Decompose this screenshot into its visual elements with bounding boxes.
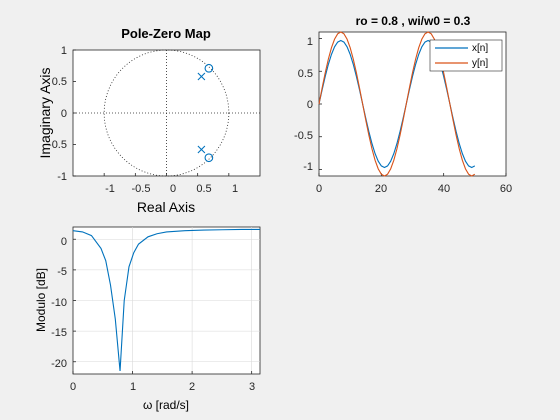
ts-title: ro = 0.8 , wi/w0 = 0.3 <box>356 14 471 28</box>
legend-label-x: x[n] <box>472 43 488 54</box>
pz-x-tick-label: 0 <box>170 183 176 195</box>
ts-y-tick-label: 1 <box>307 36 313 48</box>
mag-y-tick-label: -10 <box>51 297 67 309</box>
pz-x-tick-label: -0.5 <box>132 183 151 195</box>
ts-legend: x[n] y[n] <box>430 40 502 71</box>
pz-y-tick-label: -1 <box>57 171 67 183</box>
mag-x-tick-label: 1 <box>130 381 136 393</box>
mag-y-tick-label: 0 <box>61 236 67 248</box>
mag-y-tick-label: -20 <box>51 358 67 370</box>
mag-ylabel: Modulo [dB] <box>34 268 48 332</box>
mag-x-tick-label: 3 <box>249 381 255 393</box>
pz-x-tick-label: 0.5 <box>196 183 211 195</box>
ts-y-tick-label: -0.5 <box>294 130 313 142</box>
time-signal-subplot: ro = 0.8 , wi/w0 = 0.3 0 20 40 60 1 0.5 … <box>294 14 512 195</box>
ts-y-tick-label: -1 <box>303 161 313 173</box>
pz-xlabel: Real Axis <box>137 199 195 215</box>
legend-box <box>430 40 502 71</box>
mag-y-tick-label: -5 <box>57 266 67 278</box>
mag-x-tick-label: 2 <box>189 381 195 393</box>
pz-y-tick-label: 0.5 <box>52 76 67 88</box>
ts-x-tick-label: 20 <box>375 183 387 195</box>
mag-x-tick-label: 0 <box>70 381 76 393</box>
ts-y-tick-label: 0 <box>307 99 313 111</box>
ts-x-tick-label: 0 <box>316 183 322 195</box>
ts-y-tick-label: 0.5 <box>298 68 313 80</box>
pz-y-tick-label: 1 <box>61 45 67 57</box>
pz-x-tick-label: 1 <box>232 183 238 195</box>
pz-title: Pole-Zero Map <box>121 26 211 41</box>
mag-y-tick-label: -15 <box>51 327 67 339</box>
pz-y-tick-label: 0 <box>61 108 67 120</box>
pz-x-tick-label: -1 <box>105 183 115 195</box>
mag-xlabel: ω [rad/s] <box>143 398 189 412</box>
pz-y-tick-label: -0.5 <box>48 139 67 151</box>
ts-x-tick-label: 60 <box>500 183 512 195</box>
legend-label-y: y[n] <box>472 58 488 69</box>
ts-x-tick-label: 40 <box>438 183 450 195</box>
